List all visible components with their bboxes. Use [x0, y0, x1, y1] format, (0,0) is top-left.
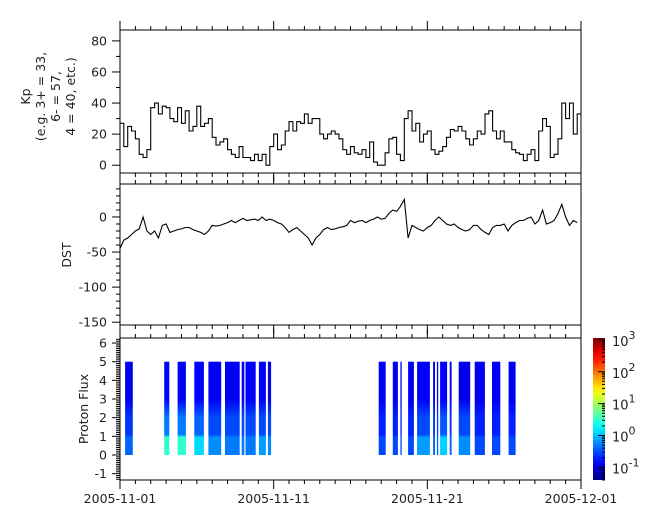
colorbar-tick-base: 10	[612, 335, 629, 350]
flux-bar	[449, 361, 452, 455]
y-tick-label: 0	[99, 158, 107, 173]
colorbar-tick-label: 101	[612, 393, 636, 414]
flux-bar	[194, 361, 204, 455]
colorbar-tick-label: 100	[612, 424, 636, 445]
colorbar-tick-label: 103	[612, 329, 636, 350]
colorbar-tick-exponent: 2	[629, 361, 636, 374]
y-tick-label: 5	[99, 354, 107, 369]
flux-bar	[378, 361, 386, 455]
flux-bar	[258, 361, 266, 455]
y-tick-label: -100	[79, 280, 107, 295]
flux-bar	[164, 361, 170, 455]
colorbar-tick-label: 102	[612, 361, 636, 382]
y-tick-label: 40	[91, 96, 107, 111]
y-axis-label: 4 = 40, etc.)	[63, 57, 78, 136]
flux-bar	[436, 361, 439, 455]
y-tick-label: -50	[87, 245, 107, 260]
panel-2: 0 -50 -100 -150 DST	[59, 175, 582, 334]
flux-bar	[245, 361, 256, 455]
colorbar-tick-base: 10	[612, 462, 629, 477]
y-tick-label: 0	[99, 447, 107, 462]
y-tick-label: 2	[99, 410, 107, 425]
panel-1: 0 20 40 60 80 Kp (e.g. 3+ = 33, 6- = 57, 4 = 40,…	[18, 21, 582, 182]
colorbar-tick-base: 10	[612, 430, 629, 445]
flux-bar	[125, 361, 133, 455]
y-tick-label: 0	[99, 209, 107, 224]
y-tick-label: 60	[91, 64, 107, 79]
colorbar-tick-exponent: -1	[629, 456, 640, 469]
flux-bar	[492, 361, 501, 455]
y-tick-label: 20	[91, 127, 107, 142]
flux-bar	[474, 361, 485, 455]
flux-bar	[408, 361, 414, 455]
series-line	[119, 197, 578, 249]
colorbar-tick-label: 10-1	[612, 456, 640, 477]
flux-bar	[458, 361, 471, 455]
y-tick-label: 4	[99, 373, 107, 388]
flux-bar	[440, 361, 448, 455]
series-line	[120, 102, 581, 166]
colorbar-tick-exponent: 0	[629, 424, 636, 437]
y-axis-label: Proton Flux	[76, 374, 91, 444]
y-tick-label: 3	[99, 392, 107, 407]
flux-bar	[392, 361, 398, 455]
flux-bar	[400, 361, 402, 455]
flux-bar	[241, 361, 245, 455]
x-tick-label: 2005-11-11	[237, 491, 310, 506]
colorbar-tick-base: 10	[612, 399, 629, 414]
colorbar-tick-base: 10	[612, 367, 629, 382]
y-tick-label: 6	[99, 336, 107, 351]
plot-frame	[119, 183, 582, 326]
flux-bar	[508, 361, 516, 455]
y-tick-label: 80	[91, 33, 107, 48]
panel-3: -1 0 1 2 3 4 5 6 Proton Flux	[76, 329, 582, 489]
flux-bar	[177, 361, 186, 455]
flux-bar	[417, 361, 430, 455]
colorbar-tick-exponent: 3	[629, 329, 636, 342]
flux-bar	[225, 361, 240, 455]
y-tick-label: -1	[95, 466, 107, 481]
flux-bar	[267, 361, 272, 455]
y-axis-label: 6- = 57,	[48, 71, 63, 122]
x-tick-label: 2005-11-01	[84, 491, 157, 506]
y-tick-label: 1	[99, 429, 107, 444]
y-tick-label: -150	[79, 315, 107, 330]
y-axis-label: DST	[59, 242, 74, 268]
flux-bar	[433, 361, 435, 455]
x-tick-label: 2005-11-21	[391, 491, 464, 506]
colorbar-tick-exponent: 1	[629, 393, 636, 406]
y-axis-label: (e.g. 3+ = 33,	[33, 52, 48, 141]
flux-bar	[208, 361, 222, 455]
y-axis-label: Kp	[18, 88, 33, 104]
x-tick-label: 2005-12-01	[545, 491, 618, 506]
